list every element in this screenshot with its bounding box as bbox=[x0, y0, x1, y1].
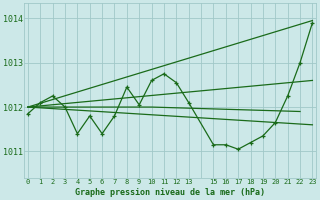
X-axis label: Graphe pression niveau de la mer (hPa): Graphe pression niveau de la mer (hPa) bbox=[75, 188, 265, 197]
